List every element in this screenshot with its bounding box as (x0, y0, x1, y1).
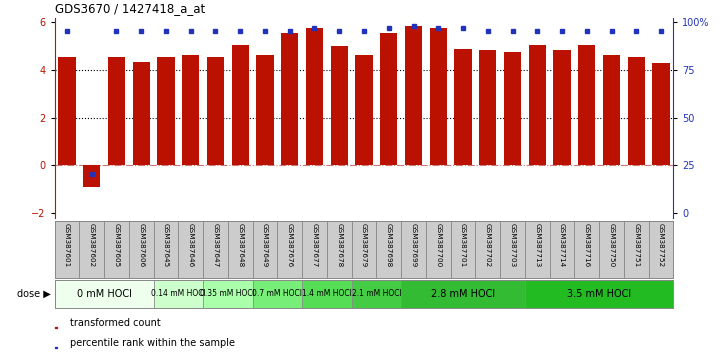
Bar (401, 221, 426, 278)
Bar (256, 55, 274, 165)
Bar (401, 280, 525, 308)
Bar (203, 280, 253, 308)
Bar (55, 327, 57, 328)
Bar (454, 48, 472, 165)
Text: GSM387602: GSM387602 (89, 223, 95, 267)
Bar (55, 221, 79, 278)
Text: GSM387750: GSM387750 (609, 223, 614, 267)
Bar (79, 221, 104, 278)
Bar (426, 221, 451, 278)
Bar (500, 221, 525, 278)
Text: dose ▶: dose ▶ (17, 289, 51, 299)
Bar (475, 221, 500, 278)
Bar (628, 57, 645, 165)
Bar (380, 33, 397, 165)
Text: GSM387713: GSM387713 (534, 223, 540, 267)
Bar (652, 63, 670, 165)
Bar (451, 221, 475, 278)
Bar (302, 280, 352, 308)
Bar (553, 50, 571, 165)
Bar (504, 52, 521, 165)
Bar (108, 57, 125, 165)
Text: GSM387678: GSM387678 (336, 223, 342, 267)
Bar (232, 45, 249, 165)
Text: GSM387752: GSM387752 (658, 223, 664, 267)
Text: GSM387601: GSM387601 (64, 223, 70, 267)
Bar (207, 57, 224, 165)
Bar (253, 280, 302, 308)
Text: GSM387646: GSM387646 (188, 223, 194, 267)
Text: GSM387716: GSM387716 (584, 223, 590, 267)
Text: GSM387676: GSM387676 (287, 223, 293, 267)
Text: GSM387605: GSM387605 (114, 223, 119, 267)
Text: 2.1 mM HOCl: 2.1 mM HOCl (352, 289, 401, 298)
Text: GSM387703: GSM387703 (510, 223, 515, 267)
Text: GSM387647: GSM387647 (213, 223, 218, 267)
Text: 2.8 mM HOCl: 2.8 mM HOCl (431, 289, 495, 299)
Bar (603, 55, 620, 165)
Bar (154, 280, 203, 308)
Bar (55, 347, 57, 348)
Text: transformed count: transformed count (70, 318, 161, 329)
Text: 3.5 mM HOCl: 3.5 mM HOCl (567, 289, 631, 299)
Bar (58, 57, 76, 165)
Text: GSM387679: GSM387679 (361, 223, 367, 267)
Bar (525, 221, 550, 278)
Text: GSM387751: GSM387751 (633, 223, 639, 267)
Text: GSM387700: GSM387700 (435, 223, 441, 267)
Bar (178, 221, 203, 278)
Bar (302, 221, 327, 278)
Bar (352, 280, 401, 308)
Bar (355, 55, 373, 165)
Bar (352, 221, 376, 278)
Bar (479, 50, 496, 165)
Text: GSM387701: GSM387701 (460, 223, 466, 267)
Bar (430, 28, 447, 165)
Bar (104, 221, 129, 278)
Bar (228, 221, 253, 278)
Bar (129, 221, 154, 278)
Text: GSM387645: GSM387645 (163, 223, 169, 267)
Bar (550, 221, 574, 278)
Bar (182, 55, 199, 165)
Text: percentile rank within the sample: percentile rank within the sample (70, 338, 235, 348)
Text: GSM387698: GSM387698 (386, 223, 392, 267)
Bar (281, 33, 298, 165)
Text: GDS3670 / 1427418_a_at: GDS3670 / 1427418_a_at (55, 2, 205, 15)
Bar (574, 221, 599, 278)
Bar (624, 221, 649, 278)
Bar (277, 221, 302, 278)
Text: GSM387677: GSM387677 (312, 223, 317, 267)
Bar (599, 221, 624, 278)
Text: GSM387702: GSM387702 (485, 223, 491, 267)
Bar (154, 221, 178, 278)
Bar (376, 221, 401, 278)
Bar (157, 57, 175, 165)
Text: 0.14 mM HOCl: 0.14 mM HOCl (151, 289, 206, 298)
Bar (331, 46, 348, 165)
Text: GSM387699: GSM387699 (411, 223, 416, 267)
Text: 0 mM HOCl: 0 mM HOCl (76, 289, 132, 299)
Bar (83, 165, 100, 187)
Bar (529, 45, 546, 165)
Text: 0.35 mM HOCl: 0.35 mM HOCl (200, 289, 256, 298)
Bar (55, 280, 154, 308)
Bar (132, 62, 150, 165)
Bar (525, 280, 673, 308)
Text: GSM387649: GSM387649 (262, 223, 268, 267)
Bar (253, 221, 277, 278)
Text: 1.4 mM HOCl: 1.4 mM HOCl (302, 289, 352, 298)
Text: GSM387648: GSM387648 (237, 223, 243, 267)
Text: GSM387714: GSM387714 (559, 223, 565, 267)
Text: GSM387606: GSM387606 (138, 223, 144, 267)
Bar (405, 26, 422, 165)
Bar (649, 221, 673, 278)
Bar (578, 45, 596, 165)
Bar (203, 221, 228, 278)
Bar (327, 221, 352, 278)
Text: 0.7 mM HOCl: 0.7 mM HOCl (253, 289, 302, 298)
Bar (306, 28, 323, 165)
